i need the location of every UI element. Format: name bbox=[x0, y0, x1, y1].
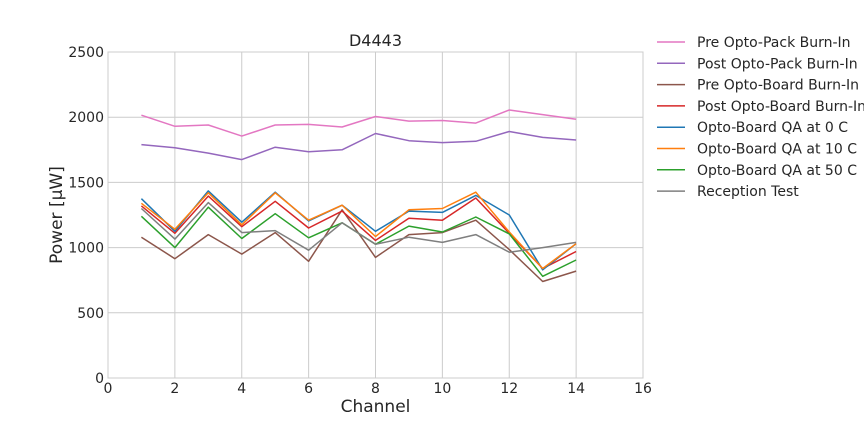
plot-frame bbox=[107, 51, 644, 379]
legend-label: Post Opto-Board Burn-In bbox=[697, 99, 864, 115]
legend-label: Reception Test bbox=[697, 184, 799, 200]
legend-item: Pre Opto-Pack Burn-In bbox=[657, 35, 851, 51]
y-tick-label: 1500 bbox=[68, 175, 104, 191]
y-tick-label: 1000 bbox=[68, 241, 104, 257]
legend-item: Opto-Board QA at 10 C bbox=[657, 142, 857, 158]
y-tick-label: 500 bbox=[77, 306, 104, 322]
x-tick-labels: 0 2 4 6 8 10 12 14 16 bbox=[104, 381, 652, 397]
series-line-7 bbox=[140, 201, 577, 253]
legend-item: Opto-Board QA at 0 C bbox=[657, 120, 848, 136]
x-tick-label: 12 bbox=[500, 381, 518, 397]
legend: Pre Opto-Pack Burn-In Post Opto-Pack Burn… bbox=[657, 35, 864, 200]
series-line-4 bbox=[140, 190, 577, 271]
legend-item: Post Opto-Board Burn-In bbox=[657, 99, 864, 115]
x-tick-label: 2 bbox=[170, 381, 179, 397]
legend-item: Pre Opto-Board Burn-In bbox=[657, 78, 859, 94]
chart-title: D4443 bbox=[349, 31, 402, 50]
x-tick-label: 8 bbox=[371, 381, 380, 397]
x-tick-label: 14 bbox=[567, 381, 585, 397]
legend-item: Reception Test bbox=[657, 184, 799, 200]
legend-item: Opto-Board QA at 50 C bbox=[657, 163, 857, 179]
x-tick-label: 6 bbox=[304, 381, 313, 397]
series-line-3 bbox=[140, 195, 577, 270]
legend-label: Pre Opto-Pack Burn-In bbox=[697, 35, 851, 51]
x-tick-label: 0 bbox=[104, 381, 113, 397]
y-tick-label: 2000 bbox=[68, 110, 104, 126]
legend-label: Opto-Board QA at 0 C bbox=[697, 120, 848, 136]
x-tick-label: 16 bbox=[634, 381, 652, 397]
legend-label: Opto-Board QA at 50 C bbox=[697, 163, 857, 179]
legend-item: Post Opto-Pack Burn-In bbox=[657, 56, 858, 72]
y-tick-labels: 0 500 1000 1500 2000 2500 bbox=[68, 45, 104, 387]
y-tick-label: 0 bbox=[95, 371, 104, 387]
y-axis-label: Power [μW] bbox=[47, 166, 67, 264]
x-axis-label: Channel bbox=[341, 397, 411, 417]
x-tick-label: 4 bbox=[237, 381, 246, 397]
series-lines bbox=[140, 109, 577, 283]
y-tick-label: 2500 bbox=[68, 45, 104, 61]
legend-label: Pre Opto-Board Burn-In bbox=[697, 78, 859, 94]
legend-label: Opto-Board QA at 10 C bbox=[697, 142, 857, 158]
x-tick-label: 10 bbox=[433, 381, 451, 397]
series-line-5 bbox=[140, 191, 577, 270]
legend-label: Post Opto-Pack Burn-In bbox=[697, 56, 858, 72]
series-line-1 bbox=[141, 130, 577, 161]
series-line-0 bbox=[141, 109, 577, 137]
